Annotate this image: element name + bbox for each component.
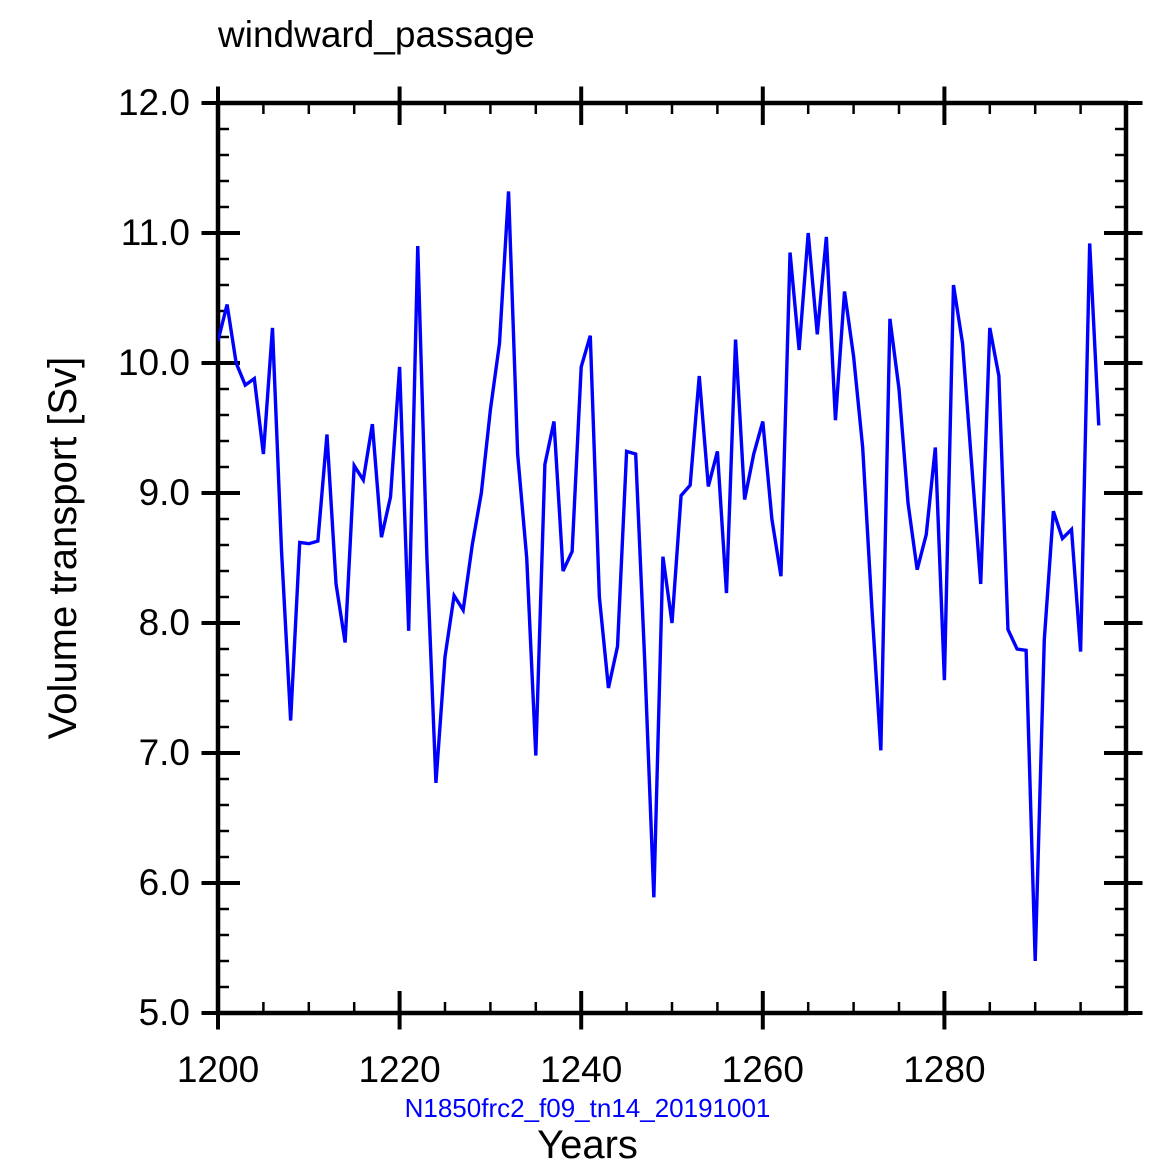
page-title: windward_passage [218,14,535,55]
plot-subtitle: N1850frc2_f09_tn14_20191001 [404,1093,771,1123]
y-tick-label: 11.0 [120,212,190,253]
plot-frame [215,100,1129,1016]
axis-layer [201,86,1143,1030]
x-tick-label: 1220 [358,1049,441,1090]
x-tick-label: 1260 [721,1049,804,1090]
y-tick-label: 7.0 [138,732,190,773]
y-tick-label: 10.0 [117,342,190,383]
y-tick-label: 12.0 [117,82,190,123]
y-tick-label: 8.0 [138,602,190,643]
data-series-layer [218,191,1101,962]
x-tick-label: 1200 [176,1049,260,1090]
x-axis-label: Years [537,1123,638,1167]
x-tick-label: 1280 [903,1049,986,1090]
x-tick-label: 1240 [540,1049,623,1090]
y-tick-label: 9.0 [138,472,190,513]
y-tick-label: 6.0 [138,862,190,903]
data-line-windward_passage [218,191,1101,962]
y-tick-label: 5.0 [138,992,190,1033]
